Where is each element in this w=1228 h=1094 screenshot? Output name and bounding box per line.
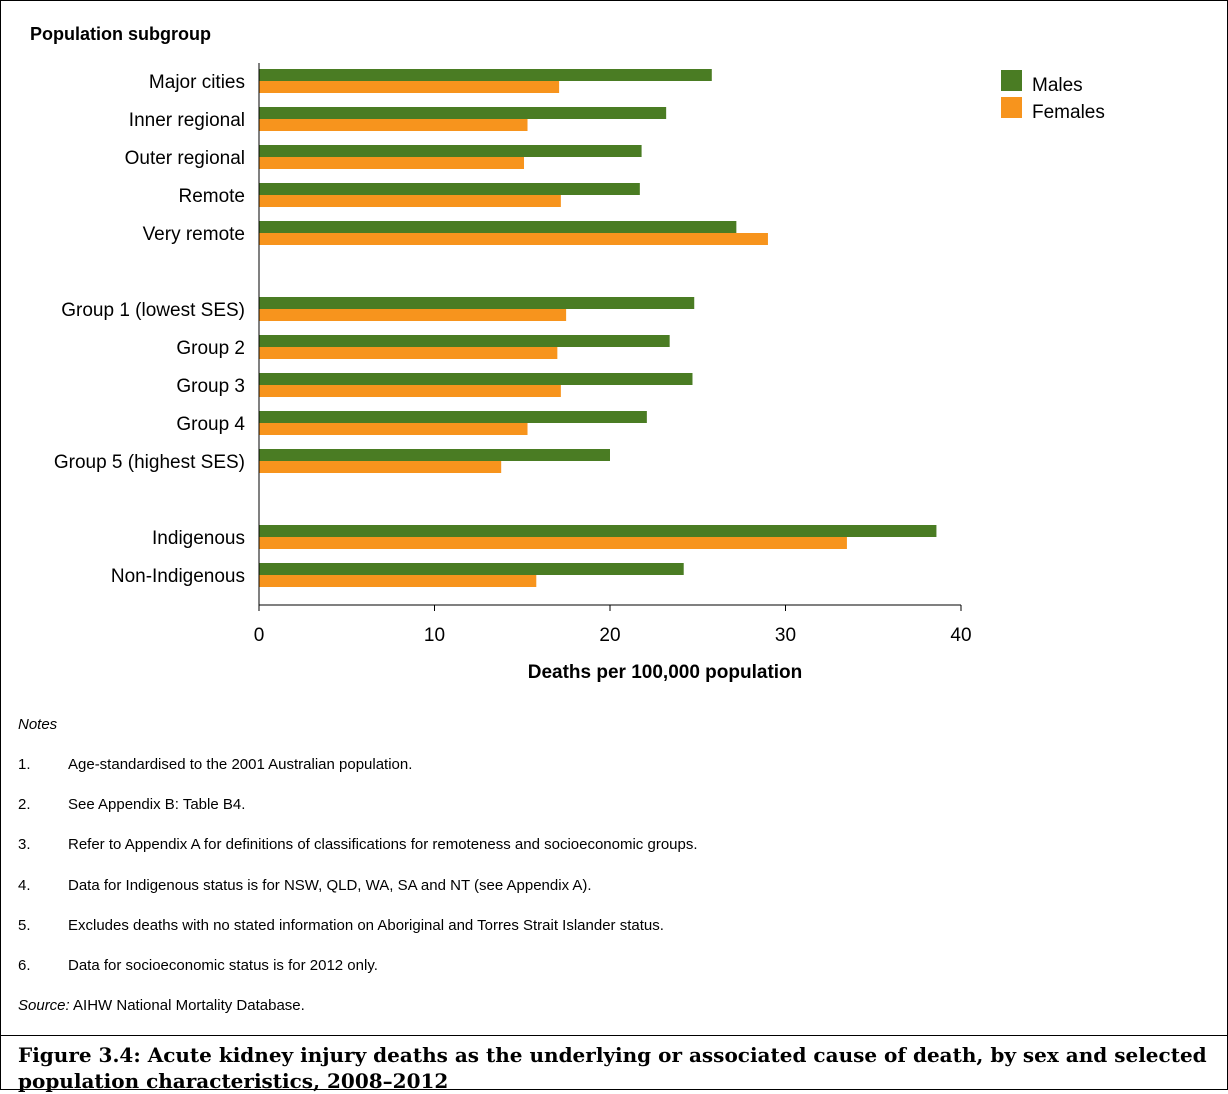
category-label: Group 3 (176, 376, 245, 397)
note-number: 2. (18, 796, 31, 813)
y-axis-title: Population subgroup (30, 24, 211, 44)
category-label: Indigenous (152, 528, 245, 549)
category-label: Outer regional (125, 148, 245, 169)
legend-label-females: Females (1032, 102, 1105, 123)
x-tick-label: 20 (599, 625, 620, 646)
bar-males (259, 563, 684, 575)
bar-females (259, 347, 558, 359)
note-number: 4. (18, 877, 31, 894)
bar-males (259, 449, 610, 461)
note-2: 2. See Appendix B: Table B4. (18, 796, 245, 813)
note-number: 3. (18, 836, 31, 853)
note-text: See Appendix B: Table B4. (68, 796, 246, 813)
x-axis-title: Deaths per 100,000 population (527, 662, 803, 683)
bar-males (259, 69, 712, 81)
bar-females (259, 157, 525, 169)
note-1: 1. Age-standardised to the 2001 Australia… (18, 756, 412, 773)
note-number: 1. (18, 756, 31, 773)
note-3: 3. Refer to Appendix A for definitions of… (18, 836, 698, 853)
note-text: Data for Indigenous status is for NSW, Q… (68, 877, 592, 894)
notes-heading: Notes (18, 716, 58, 733)
bar-females (259, 575, 537, 587)
x-tick-label: 10 (424, 625, 445, 646)
note-number: 5. (18, 917, 31, 934)
bar-females (259, 119, 528, 131)
category-label: Very remote (143, 224, 245, 245)
category-label: Group 4 (176, 414, 245, 435)
bar-females (259, 233, 768, 245)
category-label: Remote (178, 186, 245, 207)
x-tick-label: 0 (254, 625, 265, 646)
bar-males (259, 183, 640, 195)
bar-chart: Major cities Inner regional Outer regional… (54, 63, 1105, 646)
bar-males (259, 107, 667, 119)
bar-females (259, 423, 528, 435)
caption-divider (0, 1035, 1228, 1036)
x-tick-label: 30 (775, 625, 796, 646)
category-label: Major cities (149, 72, 245, 93)
legend-swatch-females (1001, 97, 1022, 118)
note-5: 5. Excludes deaths with no stated informa… (18, 917, 664, 934)
note-text: Data for socioeconomic status is for 201… (68, 957, 378, 974)
legend-swatch-males (1001, 70, 1022, 91)
source-line: Source: AIHW National Mortality Database… (18, 997, 305, 1014)
bar-males (259, 525, 937, 537)
source-label: Source: (18, 997, 70, 1014)
note-text: Age-standardised to the 2001 Australian … (68, 756, 413, 773)
source-text: AIHW National Mortality Database. (69, 997, 305, 1014)
bar-females (259, 385, 561, 397)
category-label: Inner regional (129, 110, 245, 131)
bar-males (259, 411, 647, 423)
note-6: 6. Data for socioeconomic status is for 2… (18, 957, 378, 974)
category-label: Non-Indigenous (111, 566, 245, 587)
bar-females (259, 309, 567, 321)
legend-label-males: Males (1032, 75, 1083, 96)
x-tick-label: 40 (950, 625, 971, 646)
note-4: 4. Data for Indigenous status is for NSW,… (18, 877, 592, 894)
bar-females (259, 537, 847, 549)
bar-females (259, 81, 560, 93)
category-label: Group 1 (lowest SES) (61, 300, 245, 321)
note-text: Excludes deaths with no stated informati… (68, 917, 664, 934)
note-text: Refer to Appendix A for definitions of c… (68, 836, 698, 853)
bar-males (259, 145, 642, 157)
bar-males (259, 373, 693, 385)
bar-females (259, 195, 561, 207)
note-number: 6. (18, 957, 31, 974)
bar-females (259, 461, 502, 473)
bar-males (259, 335, 670, 347)
figure-caption: Figure 3.4: Acute kidney injury deaths a… (18, 1043, 1207, 1093)
bar-males (259, 221, 737, 233)
category-label: Group 2 (176, 338, 245, 359)
bar-males (259, 297, 695, 309)
category-label: Group 5 (highest SES) (54, 452, 245, 473)
